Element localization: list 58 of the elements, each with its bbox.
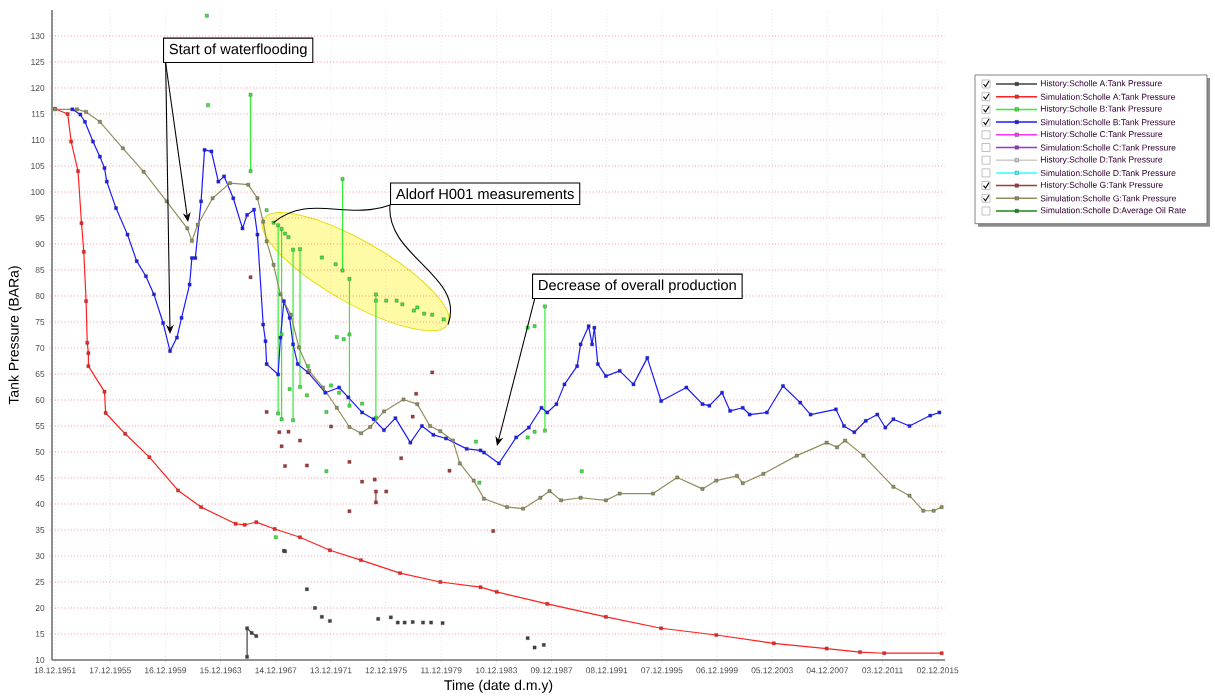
y-tick-label: 70 [35, 345, 45, 351]
legend-label: History:Scholle C:Tank Pressure [1040, 130, 1163, 139]
y-tick-label: 105 [31, 163, 45, 169]
annotation: Decrease of overall production [539, 279, 736, 294]
legend-label: Simulation:Scholle B:Tank Pressure [1040, 118, 1176, 126]
annotation: Aldorf H001 measurements [395, 188, 574, 200]
y-tick-label: 15 [35, 631, 45, 637]
legend-label: Simulation:Scholle C:Tank Pressure [1040, 144, 1176, 151]
legend-label: History:Scholle A:Tank Pressure [1040, 80, 1162, 88]
y-tick-label: 100 [31, 189, 45, 195]
y-tick-label: 80 [35, 293, 45, 299]
legend-label: History:Scholle D:Tank Pressure [1040, 156, 1163, 165]
x-tick-label: 18.12.1951 [34, 667, 76, 674]
y-tick-label: 65 [35, 371, 45, 377]
x-tick-label: 16.12.1959 [145, 667, 187, 674]
x-tick-label: 08.12.1991 [586, 667, 628, 674]
y-tick-label: 110 [31, 137, 45, 143]
x-tick-label: 07.12.1995 [641, 667, 683, 674]
y-tick-label: 25 [35, 579, 45, 585]
y-axis-title: Tank Pressure (BARa) [8, 266, 22, 405]
legend-label: Simulation:Scholle D:Average Oil Rate [1040, 207, 1186, 215]
x-tick-label: 12.12.1975 [365, 667, 407, 674]
y-tick-label: 115 [31, 111, 45, 117]
x-axis-title: Time (date d.m.y) [444, 679, 553, 693]
x-tick-label: 05.12.2003 [751, 667, 793, 674]
x-tick-label: 15.12.1963 [200, 667, 242, 674]
y-tick-label: 45 [35, 475, 45, 481]
y-tick-label: 90 [35, 241, 45, 247]
y-tick-label: 120 [31, 85, 45, 91]
y-tick-label: 95 [35, 215, 45, 221]
legend-label: History:Scholle G:Tank Pressure [1040, 181, 1163, 190]
annotation: Start of waterflooding [169, 43, 307, 58]
y-tick-label: 130 [31, 33, 45, 39]
x-tick-label: 13.12.1971 [310, 667, 352, 674]
x-tick-label: 11.12.1979 [421, 667, 462, 674]
x-tick-label: 06.12.1999 [696, 667, 738, 674]
y-tick-label: 50 [35, 449, 45, 455]
x-tick-label: 10.12.1983 [476, 667, 518, 674]
y-tick-label: 30 [35, 553, 45, 559]
x-tick-label: 09.12.1987 [530, 667, 573, 674]
legend-label: Simulation:Scholle G:Tank Pressure [1040, 195, 1176, 202]
y-tick-label: 75 [35, 319, 45, 325]
x-tick-label: 17.12.1955 [89, 667, 131, 674]
x-tick-label: 03.12.2011 [862, 667, 903, 674]
legend-label: Simulation:Scholle D:Tank Pressure [1040, 169, 1176, 177]
x-tick-label: 02.12.2015 [917, 667, 959, 674]
y-tick-label: 20 [35, 605, 45, 611]
y-tick-label: 10 [35, 657, 45, 663]
x-tick-label: 14.12.1967 [255, 667, 297, 674]
x-tick-label: 04.12.2007 [806, 667, 848, 674]
legend-label: Simulation:Scholle A:Tank Pressure [1040, 93, 1176, 100]
y-tick-label: 55 [35, 423, 45, 429]
y-tick-label: 85 [35, 267, 45, 273]
y-tick-label: 125 [31, 59, 45, 65]
y-tick-label: 60 [35, 397, 45, 403]
y-tick-label: 35 [35, 527, 45, 533]
y-tick-label: 40 [35, 501, 45, 507]
legend-label: History:Scholle B:Tank Pressure [1040, 105, 1162, 114]
